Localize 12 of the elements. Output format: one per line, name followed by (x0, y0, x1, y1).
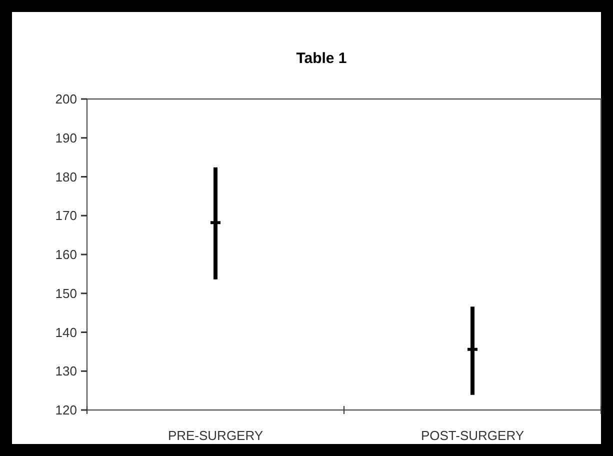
chart-title: Table 1 (296, 50, 347, 67)
y-tick-label: 200 (55, 92, 77, 107)
y-tick-label: 170 (55, 208, 77, 224)
y-tick-label: 190 (55, 130, 77, 146)
y-tick-label: 180 (55, 169, 77, 184)
y-tick-label: 160 (55, 247, 77, 262)
x-tick-label: PRE-SURGERY (168, 428, 264, 443)
y-tick-label: 130 (55, 364, 77, 379)
x-tick-label: POST-SURGERY (420, 428, 524, 443)
y-tick-label: 120 (55, 402, 77, 418)
y-tick-label: 140 (55, 324, 77, 340)
y-tick-label: 150 (55, 286, 77, 301)
